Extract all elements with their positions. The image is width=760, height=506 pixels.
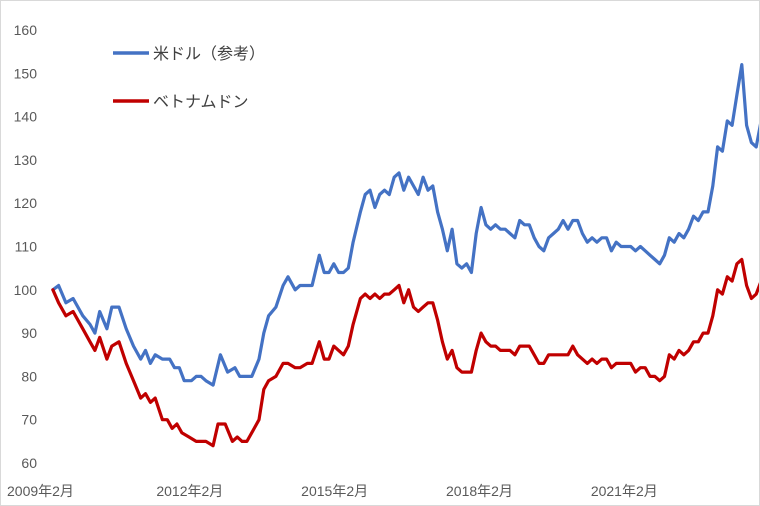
y-tick-label: 150 (14, 65, 38, 81)
y-tick-label: 80 (21, 368, 37, 384)
y-tick-label: 160 (14, 22, 38, 38)
x-tick-label: 2012年2月 (156, 483, 223, 499)
x-tick-label: 2018年2月 (446, 483, 513, 499)
y-tick-label: 110 (15, 239, 38, 255)
x-tick-label: 2009年2月 (7, 483, 74, 499)
y-tick-label: 60 (21, 455, 37, 471)
y-tick-label: 130 (14, 152, 38, 168)
x-axis-ticks: 2009年2月 2012年2月 2015年2月 2018年2月 2021年2月 (7, 483, 658, 499)
legend-label-usd: 米ドル（参考） (153, 45, 265, 63)
series-line-vnd (51, 257, 759, 448)
series-lines (51, 63, 759, 448)
y-tick-label: 140 (14, 109, 38, 125)
series-line-usd (51, 63, 759, 387)
x-tick-label: 2021年2月 (591, 483, 658, 499)
y-tick-label: 100 (14, 282, 38, 298)
y-tick-label: 90 (21, 325, 37, 341)
legend: 米ドル（参考） ベトナムドン (113, 45, 265, 111)
x-tick-label: 2015年2月 (301, 483, 368, 499)
y-tick-label: 120 (14, 195, 38, 211)
y-axis-ticks: 60 70 80 90 100 110 120 130 140 150 160 (14, 22, 38, 471)
legend-label-vnd: ベトナムドン (153, 94, 249, 111)
y-tick-label: 70 (21, 412, 37, 428)
